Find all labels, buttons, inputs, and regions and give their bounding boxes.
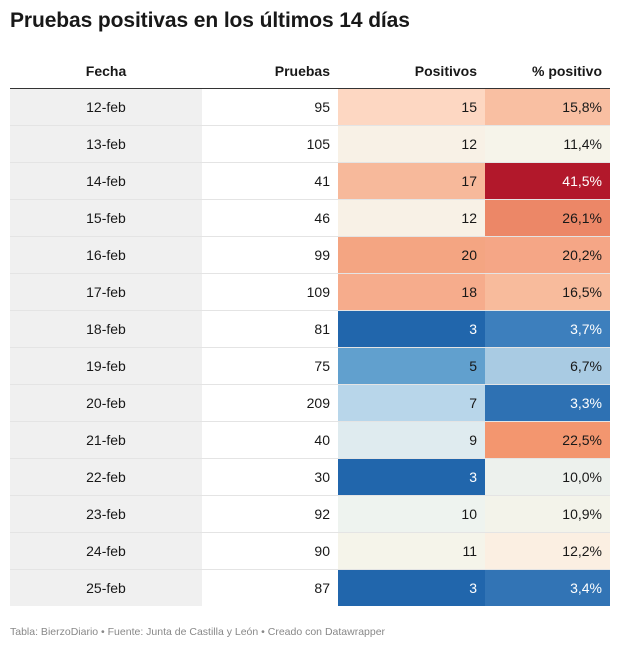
cell-positivos: 3	[338, 569, 485, 606]
table-row: 15-feb 46 12 26,1%	[10, 199, 610, 237]
cell-positivos: 7	[338, 384, 485, 422]
cell-fecha: 21-feb	[10, 421, 202, 459]
cell-porcentaje-positivo: 22,5%	[485, 421, 610, 459]
cell-fecha: 13-feb	[10, 125, 202, 163]
cell-fecha: 24-feb	[10, 532, 202, 570]
cell-pruebas: 90	[202, 532, 338, 570]
cell-porcentaje-positivo: 3,4%	[485, 569, 610, 606]
cell-pruebas: 75	[202, 347, 338, 385]
table-row: 14-feb 41 17 41,5%	[10, 162, 610, 200]
table-row: 25-feb 87 3 3,4%	[10, 569, 610, 606]
cell-pruebas: 95	[202, 88, 338, 126]
cell-porcentaje-positivo: 10,9%	[485, 495, 610, 533]
table-row: 19-feb 75 5 6,7%	[10, 347, 610, 385]
cell-fecha: 16-feb	[10, 236, 202, 274]
table-row: 24-feb 90 11 12,2%	[10, 532, 610, 570]
table-row: 16-feb 99 20 20,2%	[10, 236, 610, 274]
cell-pruebas: 41	[202, 162, 338, 200]
table-row: 20-feb 209 7 3,3%	[10, 384, 610, 422]
table-row: 12-feb 95 15 15,8%	[10, 88, 610, 126]
cell-fecha: 12-feb	[10, 88, 202, 126]
cell-pruebas: 92	[202, 495, 338, 533]
cell-porcentaje-positivo: 20,2%	[485, 236, 610, 274]
table-body: 12-feb 95 15 15,8% 13-feb 105 12 11,4% 14-feb 41 1…	[10, 88, 610, 606]
cell-porcentaje-positivo: 3,3%	[485, 384, 610, 422]
table-row: 17-feb 109 18 16,5%	[10, 273, 610, 311]
table-row: 22-feb 30 3 10,0%	[10, 458, 610, 496]
cell-positivos: 3	[338, 458, 485, 496]
cell-positivos: 12	[338, 125, 485, 163]
cell-fecha: 14-feb	[10, 162, 202, 200]
cell-porcentaje-positivo: 15,8%	[485, 88, 610, 126]
cell-pruebas: 46	[202, 199, 338, 237]
table-row: 18-feb 81 3 3,7%	[10, 310, 610, 348]
cell-positivos: 17	[338, 162, 485, 200]
column-header-positivos[interactable]: Positivos	[338, 53, 485, 89]
cell-porcentaje-positivo: 10,0%	[485, 458, 610, 496]
cell-porcentaje-positivo: 6,7%	[485, 347, 610, 385]
cell-positivos: 18	[338, 273, 485, 311]
cell-positivos: 12	[338, 199, 485, 237]
cell-fecha: 22-feb	[10, 458, 202, 496]
column-header-fecha[interactable]: Fecha	[10, 53, 202, 89]
cell-positivos: 5	[338, 347, 485, 385]
cell-pruebas: 30	[202, 458, 338, 496]
cell-pruebas: 87	[314, 580, 330, 596]
cell-fecha: 23-feb	[10, 495, 202, 533]
cell-positivos: 15	[338, 88, 485, 126]
cell-fecha: 17-feb	[10, 273, 202, 311]
cell-porcentaje-positivo: 26,1%	[485, 199, 610, 237]
cell-pruebas: 105	[202, 125, 338, 163]
table-header-row: Fecha Pruebas Positivos % positivo	[10, 53, 610, 89]
cell-fecha: 15-feb	[10, 199, 202, 237]
cell-fecha: 25-feb	[10, 569, 202, 606]
cell-positivos: 11	[338, 532, 485, 570]
cell-porcentaje-positivo: 41,5%	[485, 162, 610, 200]
cell-fecha: 19-feb	[10, 347, 202, 385]
cell-porcentaje-positivo: 12,2%	[485, 532, 610, 570]
cell-fecha: 18-feb	[10, 310, 202, 348]
cell-pruebas: 99	[202, 236, 338, 274]
column-header-porcentaje-positivo[interactable]: % positivo	[485, 53, 610, 89]
cell-positivos: 10	[338, 495, 485, 533]
cell-fecha: 20-feb	[10, 384, 202, 422]
cell-pruebas: 81	[202, 310, 338, 348]
cell-porcentaje-positivo: 11,4%	[485, 125, 610, 163]
table-row: 21-feb 40 9 22,5%	[10, 421, 610, 459]
cell-positivos: 20	[338, 236, 485, 274]
cell-positivos: 3	[338, 310, 485, 348]
source-footer: Tabla: BierzoDiario • Fuente: Junta de C…	[10, 626, 386, 638]
chart-title: Pruebas positivas en los últimos 14 días	[10, 9, 410, 32]
table-row: 23-feb 92 10 10,9%	[10, 495, 610, 533]
table-row: 13-feb 105 12 11,4%	[10, 125, 610, 163]
cell-pruebas: 209	[202, 384, 338, 422]
data-table: Fecha Pruebas Positivos % positivo 12-fe…	[10, 53, 610, 606]
cell-porcentaje-positivo: 3,7%	[485, 310, 610, 348]
cell-pruebas: 109	[202, 273, 338, 311]
column-header-pruebas[interactable]: Pruebas	[202, 53, 338, 89]
cell-positivos: 9	[338, 421, 485, 459]
cell-pruebas: 40	[202, 421, 338, 459]
cell-porcentaje-positivo: 16,5%	[485, 273, 610, 311]
